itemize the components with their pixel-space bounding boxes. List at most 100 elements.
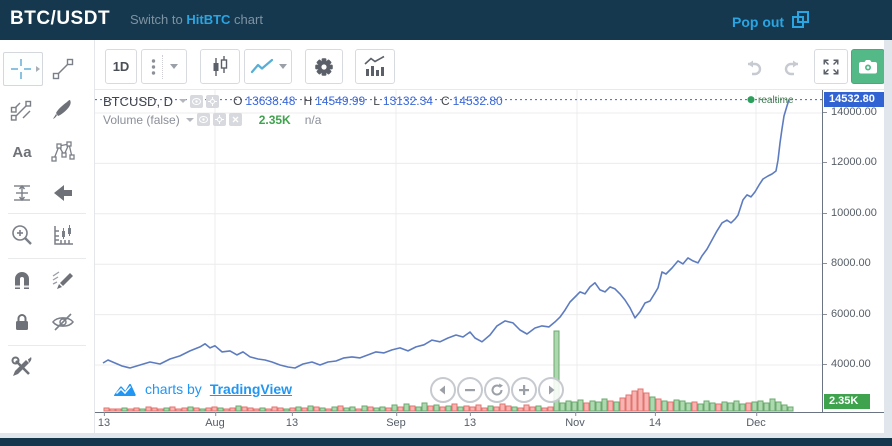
widget-edge-right bbox=[884, 40, 892, 437]
volume-bar bbox=[277, 407, 284, 412]
tool-expand-caret[interactable] bbox=[36, 66, 40, 72]
volume-bar bbox=[577, 399, 584, 412]
volume-bar bbox=[397, 406, 404, 412]
price-axis[interactable]: 14532.80 2.35K 14000.00 12000.00 10000.00 8… bbox=[822, 90, 884, 412]
drawing-toolbar: Aa bbox=[0, 40, 95, 437]
zoom-in-button[interactable] bbox=[511, 377, 537, 403]
volume-bar bbox=[475, 404, 482, 412]
volume-bar bbox=[757, 400, 764, 412]
series-settings-button[interactable] bbox=[206, 94, 220, 108]
exchange-link[interactable]: HitBTC bbox=[186, 12, 231, 27]
volume-bar bbox=[259, 407, 266, 412]
button-divider bbox=[161, 54, 164, 79]
volume-bar bbox=[145, 406, 152, 412]
volume-bar bbox=[619, 397, 626, 412]
volume-bar bbox=[235, 405, 242, 412]
magnet-icon bbox=[15, 272, 29, 289]
candle-style-button[interactable] bbox=[200, 49, 240, 84]
volume-bar bbox=[709, 402, 716, 412]
volume-bar bbox=[133, 407, 140, 412]
interval-menu-button[interactable] bbox=[141, 49, 187, 84]
chart-canvas[interactable] bbox=[95, 90, 822, 412]
volume-bar bbox=[349, 406, 356, 412]
volume-bar bbox=[289, 407, 296, 412]
redo-button[interactable] bbox=[774, 49, 810, 84]
pitchfork-tool-button[interactable] bbox=[5, 93, 39, 127]
volume-menu-caret[interactable] bbox=[185, 117, 194, 122]
camera-icon bbox=[859, 59, 877, 73]
scroll-left-button[interactable] bbox=[430, 377, 456, 403]
volume-bar bbox=[301, 407, 308, 412]
volume-bar bbox=[751, 401, 758, 412]
trend-line-tool-button[interactable] bbox=[46, 52, 80, 86]
time-tick-label: 13 bbox=[285, 412, 299, 429]
line-style-button[interactable] bbox=[244, 49, 292, 84]
volume-bar bbox=[517, 407, 524, 412]
open-value: 13638.48 bbox=[245, 94, 296, 108]
crosshair-tool-button[interactable] bbox=[3, 52, 43, 86]
scroll-right-button[interactable] bbox=[538, 377, 564, 403]
volume-bar bbox=[673, 399, 680, 412]
tools-icon bbox=[11, 356, 32, 376]
volume-settings-button[interactable] bbox=[212, 113, 226, 126]
volume-bar bbox=[223, 408, 230, 412]
chart-nav bbox=[430, 377, 565, 403]
volume-bar bbox=[589, 400, 596, 412]
interval-button[interactable]: 1D bbox=[105, 49, 137, 84]
close-value: 14532.80 bbox=[452, 94, 503, 108]
arrow-tool-button[interactable] bbox=[46, 176, 80, 210]
volume-bar bbox=[337, 405, 344, 412]
magnet-mode-button[interactable] bbox=[5, 263, 39, 297]
volume-bar bbox=[769, 398, 776, 412]
text-tool-button[interactable]: Aa bbox=[5, 135, 39, 169]
volume-bar bbox=[733, 400, 740, 412]
xabcd-pattern-tool-button[interactable] bbox=[46, 135, 80, 169]
volume-bar bbox=[451, 403, 458, 412]
measure-tool-button[interactable] bbox=[46, 218, 80, 252]
volume-bar bbox=[181, 407, 188, 412]
volume-remove-button[interactable] bbox=[228, 113, 242, 126]
reset-chart-button[interactable] bbox=[484, 377, 510, 403]
price-tick-label: 8000.00 bbox=[823, 257, 871, 269]
volume-bar bbox=[379, 406, 386, 412]
drawing-mode-button[interactable] bbox=[46, 263, 80, 297]
volume-bar bbox=[571, 401, 578, 412]
price-range-icon bbox=[14, 184, 30, 202]
zoom-in-icon bbox=[12, 225, 32, 245]
indicators-button[interactable] bbox=[355, 49, 395, 84]
series-visibility-button[interactable] bbox=[190, 94, 204, 108]
volume-visibility-button[interactable] bbox=[196, 113, 210, 126]
fullscreen-button[interactable] bbox=[814, 49, 848, 84]
undo-button[interactable] bbox=[736, 49, 772, 84]
series-menu-caret[interactable] bbox=[179, 99, 188, 103]
time-axis[interactable]: 13 Aug 13 Sep 13 Nov 14 Dec bbox=[95, 412, 884, 433]
volume-bar bbox=[595, 401, 602, 412]
volume-bar bbox=[523, 404, 530, 412]
volume-bar bbox=[739, 403, 746, 412]
lock-drawings-button[interactable] bbox=[5, 305, 39, 339]
zoom-in-tool-button[interactable] bbox=[5, 218, 39, 252]
time-tick-label: 13 bbox=[463, 412, 477, 429]
time-tick-label: Nov bbox=[565, 412, 585, 429]
realtime-dot bbox=[747, 96, 755, 104]
hide-drawings-button[interactable] bbox=[46, 305, 80, 339]
tradingview-logo[interactable] bbox=[113, 380, 137, 397]
volume-bar bbox=[679, 400, 686, 412]
drawing-tools-button[interactable] bbox=[5, 350, 39, 384]
zoom-out-button[interactable] bbox=[457, 377, 483, 403]
brush-tool-button[interactable] bbox=[46, 93, 80, 127]
popout-button[interactable]: Pop out bbox=[732, 10, 810, 34]
measure-icon bbox=[54, 225, 73, 245]
chart-settings-button[interactable] bbox=[305, 49, 343, 84]
screenshot-button[interactable] bbox=[851, 49, 885, 84]
volume-bar bbox=[313, 406, 320, 412]
price-range-tool-button[interactable] bbox=[5, 176, 39, 210]
volume-bar bbox=[487, 405, 494, 412]
tradingview-link[interactable]: TradingView bbox=[209, 380, 293, 397]
volume-bar bbox=[409, 405, 416, 412]
exchange-switch: Switch to HitBTC chart bbox=[130, 12, 263, 27]
interval-label: 1D bbox=[112, 59, 130, 74]
volume-bar bbox=[175, 408, 182, 412]
volume-bar bbox=[157, 408, 164, 412]
indicators-icon bbox=[364, 55, 385, 76]
